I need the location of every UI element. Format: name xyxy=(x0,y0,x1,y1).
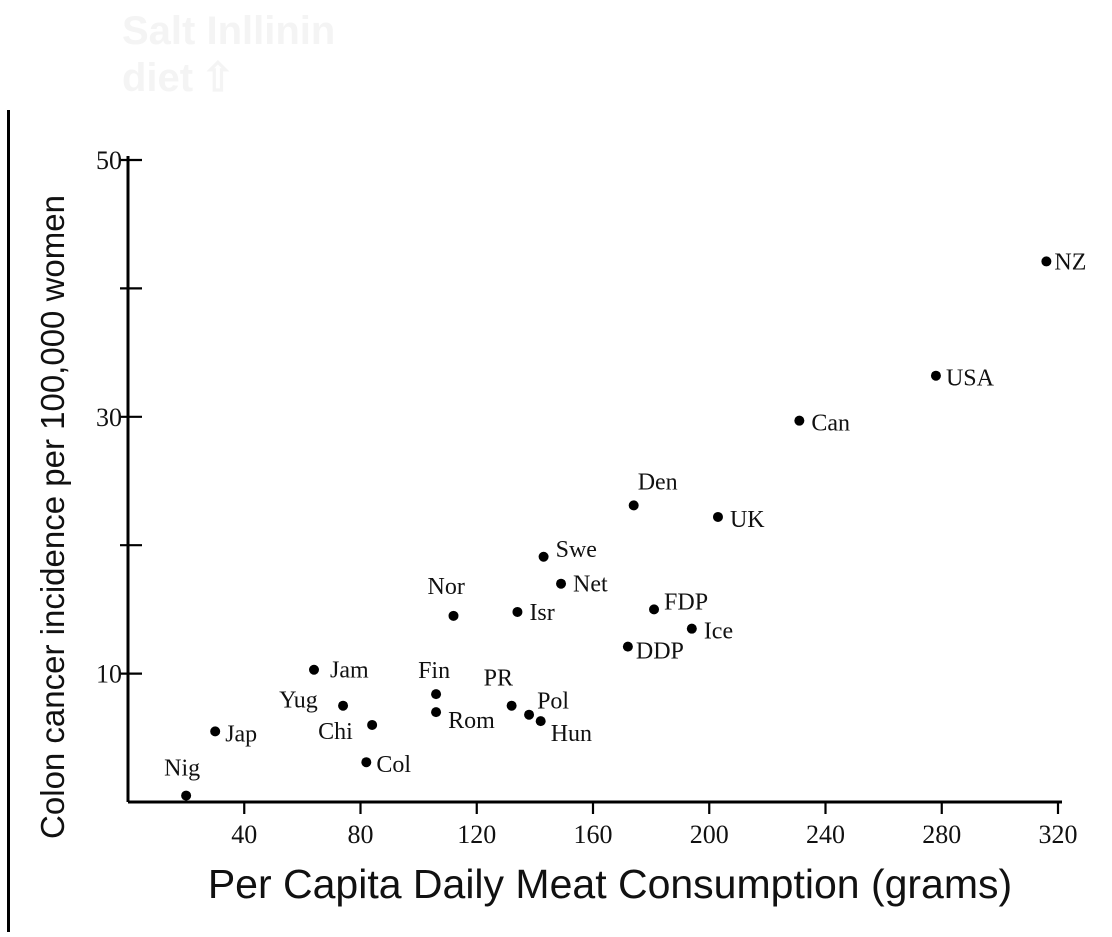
y-tick-label: 50 xyxy=(96,146,122,175)
x-tick-label: 280 xyxy=(922,820,961,849)
data-point-nig xyxy=(181,790,192,801)
point-label-nz: NZ xyxy=(1054,249,1086,275)
x-tick-label: 240 xyxy=(806,820,845,849)
point-label-hun: Hun xyxy=(551,721,592,747)
data-point-can xyxy=(794,415,805,426)
x-tick-label: 40 xyxy=(231,820,257,849)
point-label-jam: Jam xyxy=(330,658,369,684)
point-label-isr: Isr xyxy=(529,600,554,626)
point-label-uk: UK xyxy=(730,507,765,533)
point-label-col: Col xyxy=(376,752,411,778)
data-point-chi xyxy=(367,719,378,730)
point-label-chi: Chi xyxy=(318,719,353,745)
data-point-hun xyxy=(535,716,546,727)
data-point-isr xyxy=(512,606,523,617)
point-label-fin: Fin xyxy=(418,658,450,684)
point-label-pol: Pol xyxy=(537,689,569,715)
data-point-jap xyxy=(210,726,221,737)
x-tick-label: 120 xyxy=(457,820,496,849)
faint-title-line-1: Salt Inllinin xyxy=(122,9,336,53)
data-point-swe xyxy=(538,551,549,562)
data-point-net xyxy=(556,578,567,589)
point-label-ddp: DDP xyxy=(636,639,684,665)
point-label-rom: Rom xyxy=(448,708,495,734)
data-point-yug xyxy=(338,700,349,711)
faint-header-title: Salt Inllinin diet ⇧ xyxy=(122,8,452,102)
x-axis-title: Per Capita Daily Meat Consumption (grams… xyxy=(208,861,1012,907)
data-point-col xyxy=(361,757,372,768)
data-point-pr xyxy=(506,700,517,711)
data-point-nor xyxy=(448,610,459,621)
point-label-usa: USA xyxy=(946,366,995,392)
up-arrow-icon: ⇧ xyxy=(201,56,235,100)
x-tick-label: 80 xyxy=(348,820,374,849)
y-tick-label: 10 xyxy=(96,660,122,689)
left-border-line xyxy=(7,110,10,932)
x-tick-label: 200 xyxy=(690,820,729,849)
point-label-can: Can xyxy=(811,411,850,437)
chart-axes xyxy=(126,156,1062,804)
point-label-pr: PR xyxy=(484,666,513,692)
point-label-net: Net xyxy=(573,572,608,598)
x-tick-label: 320 xyxy=(1039,820,1078,849)
point-label-den: Den xyxy=(638,469,678,495)
data-point-rom xyxy=(431,707,442,718)
y-axis-ticks: 10 30 50 xyxy=(96,146,142,689)
data-point-usa xyxy=(930,370,941,381)
data-point-ddp xyxy=(622,641,633,652)
data-point-fin xyxy=(431,689,442,700)
point-label-nig: Nig xyxy=(164,756,200,782)
data-point-ice xyxy=(686,623,697,634)
point-label-yug: Yug xyxy=(279,688,318,714)
point-label-ice: Ice xyxy=(704,619,733,645)
data-point-den xyxy=(628,500,639,511)
point-label-nor: Nor xyxy=(428,574,465,600)
y-axis-title: Colon cancer incidence per 100,000 women xyxy=(34,195,71,839)
x-tick-label: 160 xyxy=(574,820,613,849)
data-point-jam xyxy=(309,664,319,675)
data-point-pol xyxy=(524,709,535,720)
x-axis-ticks: 40 80 120 160 200 240 280 320 xyxy=(231,802,1078,849)
y-tick-label: 30 xyxy=(96,403,122,432)
faint-title-line-2: diet xyxy=(122,56,194,100)
data-point-uk xyxy=(712,511,723,522)
point-label-swe: Swe xyxy=(556,537,597,563)
point-label-fdp: FDP xyxy=(664,589,708,615)
data-point-fdp xyxy=(649,604,660,615)
point-label-jap: Jap xyxy=(225,721,257,747)
data-point-nz xyxy=(1041,256,1052,267)
